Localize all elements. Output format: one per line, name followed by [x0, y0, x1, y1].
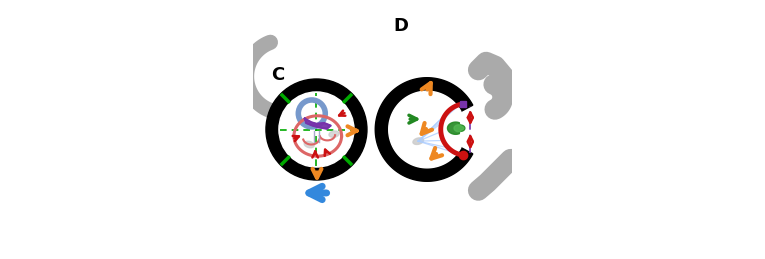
- Polygon shape: [389, 91, 461, 168]
- Polygon shape: [304, 119, 330, 129]
- FancyBboxPatch shape: [460, 101, 466, 107]
- Text: C: C: [271, 66, 285, 84]
- Ellipse shape: [304, 141, 314, 148]
- Circle shape: [279, 92, 354, 167]
- Ellipse shape: [329, 131, 339, 137]
- Polygon shape: [448, 122, 465, 134]
- Polygon shape: [454, 125, 464, 132]
- Ellipse shape: [413, 138, 424, 145]
- Text: D: D: [393, 17, 409, 35]
- Polygon shape: [376, 78, 473, 181]
- Circle shape: [266, 79, 367, 180]
